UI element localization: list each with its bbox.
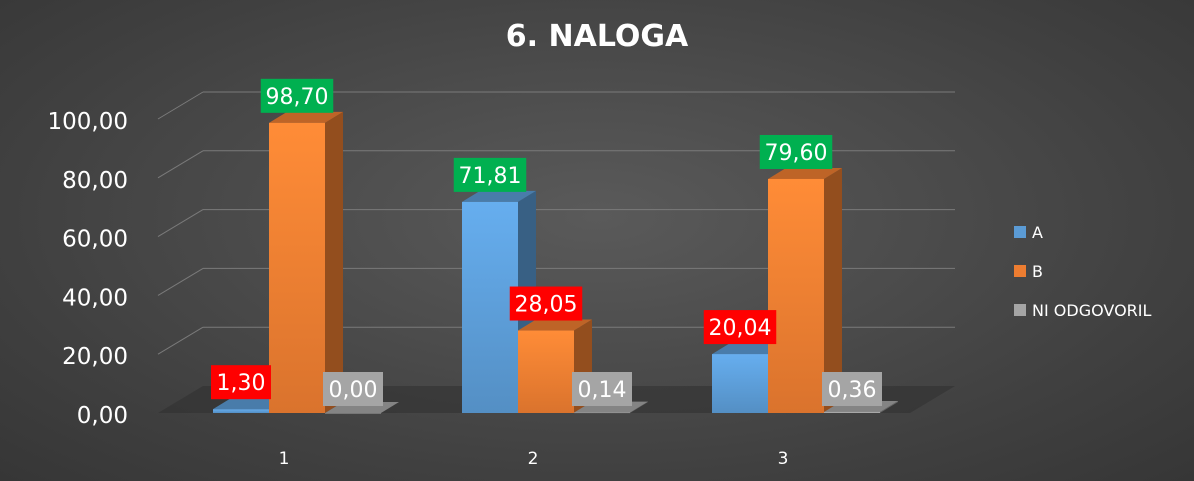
bar-side: [630, 401, 648, 413]
x-axis-ticks: 1 2 3: [279, 449, 789, 469]
bar: [768, 167, 842, 413]
bar-top: [462, 190, 536, 202]
data-label-text: 79,60: [765, 141, 828, 166]
data-label-box: [323, 372, 383, 406]
gridline-diagonal: [157, 267, 204, 296]
legend-swatch: [1014, 226, 1026, 238]
x-tick-label: 3: [778, 449, 789, 469]
data-label-box: [509, 286, 583, 321]
data-label-text: 0,00: [329, 378, 378, 403]
bar-top: [269, 111, 343, 123]
bar-side: [325, 111, 343, 414]
bar-front: [768, 178, 824, 413]
x-tick-label: 2: [528, 449, 539, 469]
x-tick-label: 1: [279, 449, 290, 469]
data-label: 79,60: [759, 134, 833, 169]
data-label-box: [211, 365, 271, 400]
bar-side: [880, 400, 898, 413]
bar-front: [213, 409, 269, 413]
data-label-text: 28,05: [515, 293, 578, 318]
data-label-text: 20,04: [709, 316, 772, 341]
data-label-box: [453, 157, 527, 192]
data-label-text: 0,36: [828, 378, 877, 403]
legend-item: B: [1014, 262, 1043, 281]
data-label-box: [260, 78, 334, 113]
y-tick-label: 20,00: [62, 344, 128, 370]
bar-top: [712, 343, 786, 355]
legend-item: NI ODGOVORIL: [1014, 301, 1151, 320]
gridline-diagonal: [157, 209, 204, 238]
y-tick-label: 0,00: [77, 403, 128, 429]
data-label-box: [759, 134, 833, 169]
data-label-text: 1,30: [217, 371, 266, 396]
legend-label: B: [1032, 262, 1043, 281]
data-labels: 1,30 98,70 0,00 71,81 28,05 0,14 20,04 79,60 0,3…: [211, 78, 882, 406]
y-tick-label: 40,00: [62, 285, 128, 311]
y-tick-label: 80,00: [62, 168, 128, 194]
bar-front: [269, 122, 325, 414]
bar-front: [574, 412, 630, 414]
legend: A B NI ODGOVORIL: [1014, 223, 1151, 320]
y-tick-label: 60,00: [62, 227, 128, 253]
data-label-text: 71,81: [459, 164, 522, 189]
legend-swatch: [1014, 304, 1026, 316]
data-label: 20,04: [703, 310, 777, 345]
data-label-box: [822, 372, 882, 406]
data-label-box: [703, 310, 777, 345]
data-label: 0,00: [323, 372, 383, 406]
data-label-text: 0,14: [578, 378, 627, 403]
data-label: 1,30: [211, 365, 271, 400]
data-label: 28,05: [509, 286, 583, 321]
bar-top: [518, 319, 592, 331]
bar-top: [768, 167, 842, 179]
bar-front: [462, 201, 518, 413]
data-label-text: 98,70: [266, 85, 329, 110]
data-label: 98,70: [260, 78, 334, 113]
bar-side: [824, 167, 842, 413]
gridline-diagonal: [157, 326, 204, 355]
gridline-diagonal: [157, 91, 204, 120]
bar-front: [712, 354, 768, 413]
bar-front: [824, 411, 880, 413]
bar: [269, 111, 343, 414]
bars: [213, 111, 898, 414]
data-label: 0,36: [822, 372, 882, 406]
chart-title: 6. NALOGA: [506, 19, 689, 54]
data-label-box: [572, 372, 632, 406]
data-label: 71,81: [453, 157, 527, 192]
bar-front: [518, 330, 574, 413]
legend-item: A: [1014, 223, 1043, 242]
bar-front: [325, 413, 381, 414]
legend-swatch: [1014, 265, 1026, 277]
y-tick-label: 100,00: [48, 109, 128, 135]
legend-label: A: [1032, 223, 1043, 242]
y-axis-ticks: 0,00 20,00 40,00 60,00 80,00 100,00: [48, 109, 128, 429]
bar-top: [213, 398, 287, 410]
legend-label: NI ODGOVORIL: [1032, 301, 1151, 320]
gridline-diagonal: [157, 150, 204, 179]
data-label: 0,14: [572, 372, 632, 406]
